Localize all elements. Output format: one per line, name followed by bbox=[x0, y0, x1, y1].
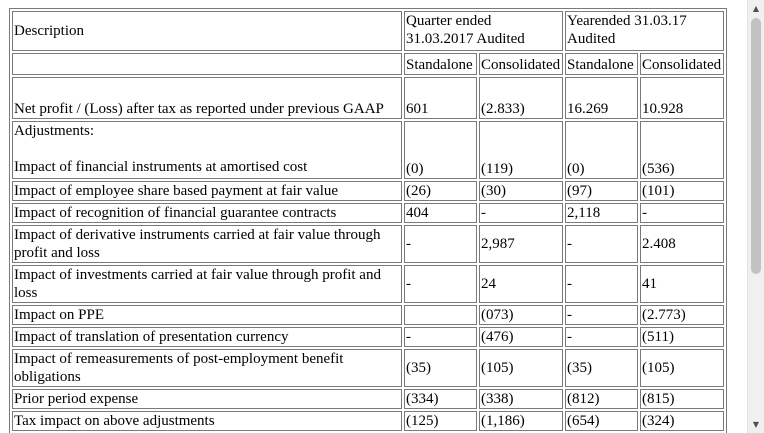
value-cell-consolidated-year: - bbox=[640, 203, 724, 223]
value-cell-standalone-quarter: - bbox=[404, 327, 477, 347]
value-cell-standalone-quarter: (334) bbox=[404, 389, 477, 409]
value-cell-standalone-quarter: - bbox=[404, 265, 477, 303]
row-description-cell: Impact on PPE bbox=[12, 305, 402, 325]
quarter-ended-line1: Quarter ended bbox=[406, 13, 492, 29]
table-row: Tax impact on above adjustments (125) (1,1… bbox=[12, 411, 724, 431]
row-description-cell: Adjustments: Impact of financial instrume… bbox=[12, 121, 402, 179]
value-cell-standalone-quarter: (35) bbox=[404, 349, 477, 387]
value-cell-consolidated-quarter: 24 bbox=[479, 265, 563, 303]
value-cell-standalone-year: 2,118 bbox=[565, 203, 638, 223]
table-row: Impact of remeasurements of post-employm… bbox=[12, 349, 724, 387]
value-cell-consolidated-year: (101) bbox=[640, 181, 724, 201]
scrollbar-thumb[interactable] bbox=[751, 18, 761, 274]
vertical-scrollbar[interactable]: ▲ ▼ bbox=[747, 0, 764, 433]
value-cell-standalone-year: (654) bbox=[565, 411, 638, 431]
subheader-empty-cell bbox=[12, 53, 402, 75]
value-cell-consolidated-quarter: (30) bbox=[479, 181, 563, 201]
row-description-cell: Impact of derivative instruments carried… bbox=[12, 225, 402, 263]
row-description-cell: Impact of employee share based payment a… bbox=[12, 181, 402, 201]
table-header-row: Description Quarter ended 31.03.2017 Aud… bbox=[12, 11, 724, 51]
row-description-cell: Impact of translation of presentation cu… bbox=[12, 327, 402, 347]
row-description-cell: Net profit / (Loss) after tax as reporte… bbox=[12, 77, 402, 119]
value-cell-consolidated-year: 41 bbox=[640, 265, 724, 303]
row-label: Impact of recognition of financial guara… bbox=[14, 205, 337, 221]
value-cell-consolidated-quarter: - bbox=[479, 203, 563, 223]
reconciliation-table: Description Quarter ended 31.03.2017 Aud… bbox=[9, 8, 727, 433]
value-cell-consolidated-year: (324) bbox=[640, 411, 724, 431]
value-cell-standalone-quarter bbox=[404, 305, 477, 325]
value-cell-standalone-year: - bbox=[565, 327, 638, 347]
value-cell-consolidated-quarter: (338) bbox=[479, 389, 563, 409]
year-ended-header: Yearended 31.03.17 Audited bbox=[565, 11, 724, 51]
row-description-cell: Prior period expense bbox=[12, 389, 402, 409]
value-cell-consolidated-year: (815) bbox=[640, 389, 724, 409]
table-row: Prior period expense (334) (338) (812) (815) bbox=[12, 389, 724, 409]
value-cell-consolidated-year: (105) bbox=[640, 349, 724, 387]
row-label: Tax impact on above adjustments bbox=[14, 413, 215, 429]
value-cell-standalone-year: (812) bbox=[565, 389, 638, 409]
value-cell-standalone-year: - bbox=[565, 225, 638, 263]
value-cell-standalone-quarter: 601 bbox=[404, 77, 477, 119]
value-cell-standalone-year: (35) bbox=[565, 349, 638, 387]
quarter-ended-line2: 31.03.2017 Audited bbox=[406, 31, 525, 47]
quarter-ended-header: Quarter ended 31.03.2017 Audited bbox=[404, 11, 563, 51]
value-cell-consolidated-year: (2.773) bbox=[640, 305, 724, 325]
table-row: Adjustments: Impact of financial instrume… bbox=[12, 121, 724, 179]
table-row: Impact of translation of presentation cu… bbox=[12, 327, 724, 347]
table-body: Net profit / (Loss) after tax as reporte… bbox=[12, 77, 724, 431]
table-row: Net profit / (Loss) after tax as reporte… bbox=[12, 77, 724, 119]
value-cell-standalone-year: - bbox=[565, 265, 638, 303]
document-viewport: Description Quarter ended 31.03.2017 Aud… bbox=[9, 8, 727, 433]
value-cell-standalone-quarter: (125) bbox=[404, 411, 477, 431]
table-subheader-row: Standalone Consolidated Standalone Conso… bbox=[12, 53, 724, 75]
row-label: Impact of translation of presentation cu… bbox=[14, 329, 289, 345]
subheader-standalone-quarter: Standalone bbox=[404, 53, 477, 75]
row-description-cell: Impact of recognition of financial guara… bbox=[12, 203, 402, 223]
value-cell-consolidated-quarter: 2,987 bbox=[479, 225, 563, 263]
value-cell-standalone-quarter: (0) bbox=[404, 121, 477, 179]
row-label: Impact of remeasurements of post-employm… bbox=[14, 351, 344, 385]
scroll-down-arrow-icon[interactable]: ▼ bbox=[752, 420, 760, 429]
subheader-standalone-year: Standalone bbox=[565, 53, 638, 75]
row-label: Impact of financial instruments at amort… bbox=[14, 159, 308, 175]
scroll-up-arrow-icon[interactable]: ▲ bbox=[752, 4, 760, 13]
row-label: Prior period expense bbox=[14, 391, 139, 407]
row-label: Impact of employee share based payment a… bbox=[14, 183, 339, 199]
row-label: Impact of derivative instruments carried… bbox=[14, 227, 381, 261]
value-cell-consolidated-year: 2.408 bbox=[640, 225, 724, 263]
row-label: Impact of investments carried at fair va… bbox=[14, 267, 381, 301]
value-cell-standalone-quarter: - bbox=[404, 225, 477, 263]
table-row: Impact of employee share based payment a… bbox=[12, 181, 724, 201]
value-cell-standalone-quarter: (26) bbox=[404, 181, 477, 201]
value-cell-consolidated-quarter: (476) bbox=[479, 327, 563, 347]
table-row: Impact of derivative instruments carried… bbox=[12, 225, 724, 263]
description-header: Description bbox=[12, 11, 402, 51]
value-cell-consolidated-year: (536) bbox=[640, 121, 724, 179]
value-cell-consolidated-quarter: (119) bbox=[479, 121, 563, 179]
row-label: Impact on PPE bbox=[14, 307, 104, 323]
row-group-heading: Adjustments: bbox=[14, 123, 95, 139]
value-cell-consolidated-year: 10.928 bbox=[640, 77, 724, 119]
row-description-cell: Impact of remeasurements of post-employm… bbox=[12, 349, 402, 387]
value-cell-consolidated-year: (511) bbox=[640, 327, 724, 347]
value-cell-consolidated-quarter: (105) bbox=[479, 349, 563, 387]
row-label: Net profit / (Loss) after tax as reporte… bbox=[14, 101, 384, 117]
value-cell-consolidated-quarter: (1,186) bbox=[479, 411, 563, 431]
subheader-consolidated-quarter: Consolidated bbox=[479, 53, 563, 75]
table-row: Impact of investments carried at fair va… bbox=[12, 265, 724, 303]
table-row: Impact on PPE (073) - (2.773) bbox=[12, 305, 724, 325]
value-cell-consolidated-quarter: (073) bbox=[479, 305, 563, 325]
year-ended-line2: Audited bbox=[567, 31, 616, 47]
value-cell-standalone-year: (97) bbox=[565, 181, 638, 201]
row-description-cell: Tax impact on above adjustments bbox=[12, 411, 402, 431]
value-cell-standalone-year: - bbox=[565, 305, 638, 325]
row-description-cell: Impact of investments carried at fair va… bbox=[12, 265, 402, 303]
year-ended-line1: Yearended 31.03.17 bbox=[567, 13, 687, 29]
subheader-consolidated-year: Consolidated bbox=[640, 53, 724, 75]
value-cell-standalone-quarter: 404 bbox=[404, 203, 477, 223]
table-row: Impact of recognition of financial guara… bbox=[12, 203, 724, 223]
value-cell-standalone-year: (0) bbox=[565, 121, 638, 179]
value-cell-standalone-year: 16.269 bbox=[565, 77, 638, 119]
value-cell-consolidated-quarter: (2.833) bbox=[479, 77, 563, 119]
